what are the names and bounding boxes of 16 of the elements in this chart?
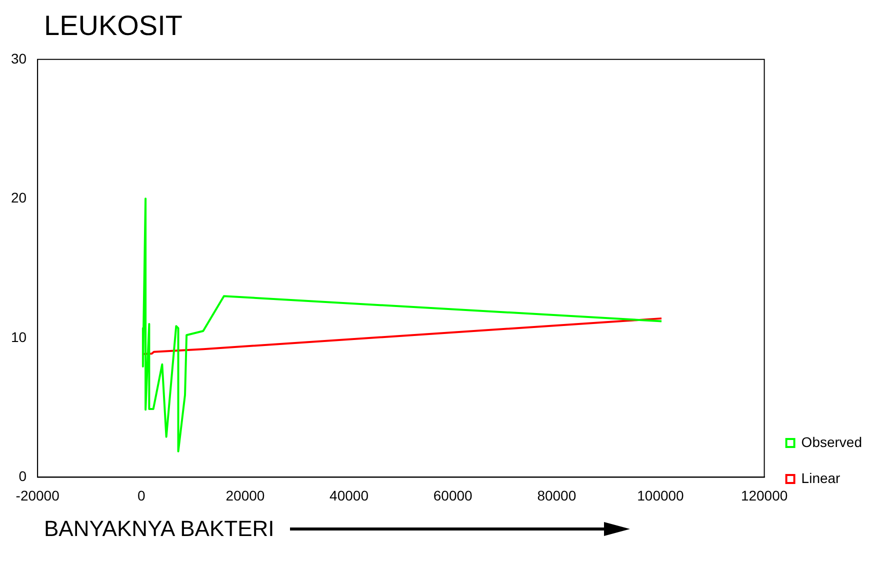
- legend-label: Observed: [801, 434, 862, 450]
- chart-title: LEUKOSIT: [43, 9, 184, 43]
- x-tick-label: 60000: [433, 487, 473, 504]
- x-tick-label: 0: [137, 487, 146, 504]
- x-tick-label: -20000: [16, 487, 60, 504]
- y-tick-label: 30: [10, 50, 27, 66]
- x-tick-label: 80000: [537, 487, 576, 504]
- x-tick-label: 120000: [740, 487, 788, 504]
- y-tick-label: 0: [18, 468, 27, 484]
- x-tick-label: 20000: [226, 487, 265, 504]
- x-tick-label: 100000: [637, 487, 684, 504]
- legend-label: Linear: [801, 470, 841, 486]
- y-tick-label: 10: [10, 328, 27, 345]
- x-axis-title: BANYAKNYA BAKTERI: [44, 516, 274, 542]
- y-tick-label: 20: [10, 190, 27, 206]
- x-tick-label: 40000: [330, 487, 369, 504]
